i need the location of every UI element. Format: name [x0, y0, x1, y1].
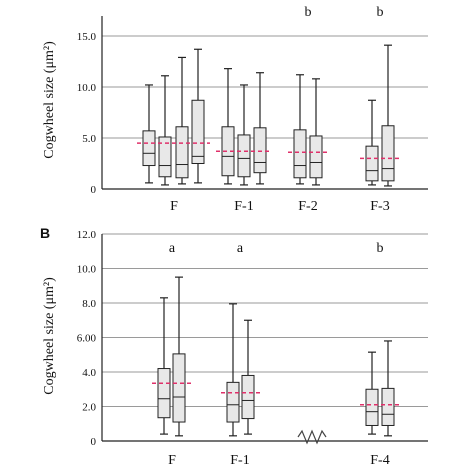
y-tick-label: 12.0 [77, 229, 97, 241]
box-iqr [293, 129, 307, 179]
box-iqr [381, 387, 395, 426]
box-iqr [191, 99, 205, 165]
box-iqr [157, 368, 171, 419]
box [158, 75, 172, 186]
y-tick-label: 15.0 [77, 31, 97, 43]
box [365, 351, 379, 435]
box [381, 44, 395, 187]
category-label: F [168, 453, 176, 468]
box [221, 68, 235, 185]
box [365, 99, 379, 186]
box-iqr [381, 125, 395, 182]
y-tick-label: 8.0 [82, 298, 96, 310]
box-iqr [142, 130, 156, 167]
panel-b: B 0 2.0 4.0 6.00 8.0 10.0 12.0 a a b F F-1 F-4 Cog… [40, 225, 428, 468]
category-label: F-4 [370, 453, 389, 468]
box [253, 72, 267, 185]
box-iqr [226, 381, 240, 423]
box [172, 276, 186, 437]
box [157, 297, 171, 435]
box [381, 340, 395, 437]
box-iqr [158, 136, 172, 178]
y-tick-label: 0 [91, 184, 97, 196]
significance-letter: b [305, 5, 312, 20]
box-iqr [172, 353, 186, 423]
box [241, 319, 255, 435]
box-iqr [241, 374, 255, 420]
box [309, 78, 323, 186]
y-tick-label: 10.0 [77, 264, 97, 276]
y-tick-label: 2.0 [82, 402, 96, 414]
y-tick-label: 6.00 [77, 333, 97, 345]
category-label: F [170, 199, 178, 214]
box-iqr [309, 135, 323, 179]
box [175, 56, 189, 185]
y-tick-label: 5.0 [82, 133, 96, 145]
y-axis-label-b: Cogwheel size (μm²) [42, 277, 57, 395]
box [237, 84, 251, 186]
category-label: F-1 [230, 453, 249, 468]
box [293, 74, 307, 185]
y-tick-label: 0 [91, 436, 97, 448]
box-iqr [253, 127, 267, 174]
box [142, 84, 156, 184]
category-label: F-1 [234, 199, 253, 214]
panel-a: 0 5.0 10.0 15.0 b b F F-1 F-2 F-3 Cogwheel size… [42, 5, 428, 214]
y-tick-label: 4.0 [82, 367, 96, 379]
category-label: F-3 [370, 199, 389, 214]
category-label: F-2 [298, 199, 317, 214]
y-tick-label: 10.0 [77, 82, 97, 94]
box [226, 303, 240, 437]
significance-letter: b [377, 241, 384, 256]
significance-letter: b [377, 5, 384, 20]
box-iqr [365, 388, 379, 426]
significance-letter: a [169, 241, 176, 256]
y-axis-label-a: Cogwheel size (μm²) [42, 41, 57, 159]
significance-letter: a [237, 241, 244, 256]
box-iqr [175, 126, 189, 179]
box [191, 48, 205, 184]
axis-break-zigzag [297, 429, 327, 445]
box-iqr [365, 145, 379, 182]
box-iqr [237, 134, 251, 178]
panel-letter-b: B [40, 225, 50, 241]
